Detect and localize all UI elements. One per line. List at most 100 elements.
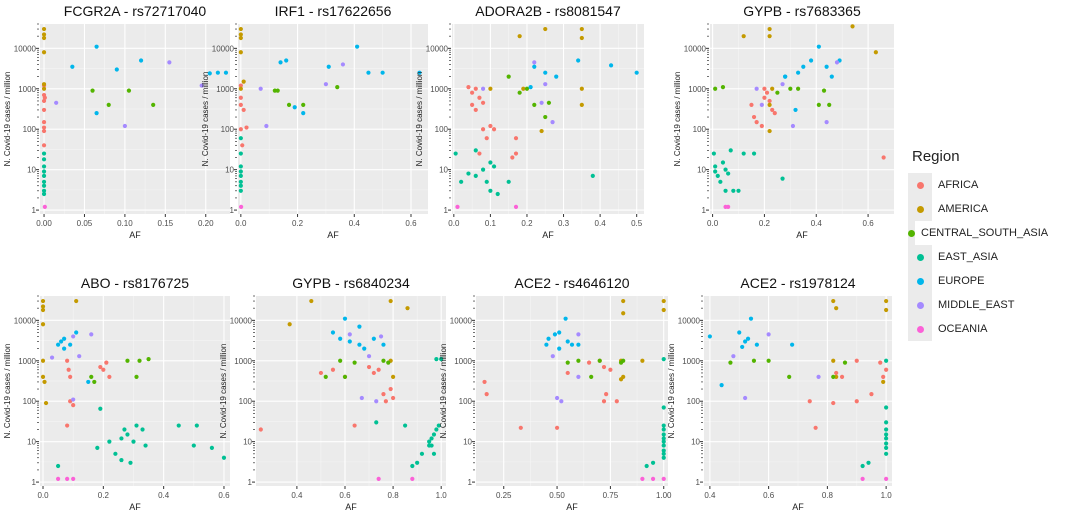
data-point-east-asia <box>374 420 379 425</box>
data-point-central-south-asia <box>524 86 530 91</box>
data-point-africa <box>65 423 70 428</box>
data-point-europe <box>417 70 422 75</box>
data-point-europe <box>114 67 119 72</box>
data-point-central-south-asia <box>323 374 328 379</box>
y-tick-label: 100 <box>687 397 701 406</box>
data-point-europe <box>824 64 829 69</box>
data-point-africa <box>41 119 47 125</box>
data-point-europe <box>790 342 795 347</box>
data-point-east-asia <box>711 151 716 156</box>
data-point-europe <box>546 336 551 341</box>
data-point-europe <box>94 44 99 49</box>
y-axis-label: N. Covid-19 cases / million <box>201 72 210 167</box>
data-point-america <box>834 374 839 379</box>
data-point-africa <box>772 111 777 116</box>
data-point-africa <box>834 370 839 376</box>
data-point-america <box>770 86 775 91</box>
data-point-europe <box>829 74 834 79</box>
data-point-east-asia <box>128 460 133 465</box>
data-point-europe <box>754 342 759 347</box>
data-point-africa <box>762 86 767 91</box>
data-point-middle-east <box>167 60 172 65</box>
data-point-africa <box>470 102 475 107</box>
y-tick-label: 10 <box>225 166 234 175</box>
data-point-europe <box>292 105 297 110</box>
y-tick-label: 10 <box>463 438 472 447</box>
chart-title: ACE2 - rs4646120 <box>514 275 629 291</box>
data-point-east-asia <box>661 448 666 453</box>
data-point-europe <box>284 58 289 63</box>
data-point-europe <box>347 339 352 344</box>
data-point-america <box>539 128 544 134</box>
legend-item: MIDDLE_EAST <box>908 293 1030 317</box>
data-point-oceania <box>640 476 645 481</box>
data-point-africa <box>477 95 482 100</box>
y-tick-label: 100 <box>239 397 253 406</box>
y-tick-label: 1 <box>230 206 235 215</box>
x-tick-label: 0.4 <box>349 219 361 228</box>
x-axis-label: AF <box>542 230 554 240</box>
data-point-east-asia <box>191 443 196 448</box>
x-tick-label: 0.8 <box>388 491 400 500</box>
data-point-east-asia <box>238 183 243 188</box>
data-point-africa <box>484 136 489 141</box>
data-point-central-south-asia <box>543 114 548 120</box>
data-point-east-asia <box>107 439 112 444</box>
data-point-central-south-asia <box>713 86 718 91</box>
data-point-africa <box>604 391 609 397</box>
data-point-middle-east <box>122 123 127 129</box>
legend-item: AMERICA <box>908 197 1030 221</box>
data-point-america <box>42 379 47 385</box>
data-point-east-asia <box>436 423 441 428</box>
legend-label: OCEANIA <box>938 323 988 335</box>
data-point-africa <box>66 367 71 372</box>
data-point-central-south-asia <box>89 374 94 379</box>
legend-key <box>908 173 932 197</box>
data-point-africa <box>488 123 493 129</box>
chart-panel: ABO - rs8176725 1 10 100 1000 10000 0.0 0.2 0.4 0… <box>3 275 230 512</box>
x-tick-label: 0.2 <box>521 219 533 228</box>
x-tick-label: 0.0 <box>448 219 460 228</box>
data-point-central-south-asia <box>597 358 602 363</box>
data-point-east-asia <box>884 427 889 432</box>
data-point-central-south-asia <box>842 360 848 365</box>
data-point-africa <box>749 102 754 107</box>
data-point-america <box>640 358 645 363</box>
data-point-america <box>579 102 584 107</box>
data-point-africa <box>869 391 874 397</box>
data-point-east-asia <box>131 439 136 444</box>
data-point-europe <box>59 339 64 344</box>
data-point-east-asia <box>41 173 47 179</box>
data-point-europe <box>532 64 537 69</box>
data-point-east-asia <box>644 463 649 469</box>
data-point-europe <box>86 379 91 385</box>
data-point-america <box>661 298 666 304</box>
data-point-east-asia <box>884 436 889 441</box>
data-point-africa <box>41 107 47 113</box>
data-point-africa <box>480 127 486 132</box>
y-tick-label: 1000 <box>234 357 252 366</box>
legend-key <box>908 293 932 317</box>
data-point-africa <box>366 364 372 370</box>
chart-panel: ACE2 - rs4646120 1 10 100 1000 10000 0.25 0.50 0… <box>439 275 672 512</box>
data-point-east-asia <box>238 173 243 179</box>
data-point-east-asia <box>751 151 757 156</box>
chart-panel: IRF1 - rs17622656 1 10 100 1000 10000 0.0 0.2 0.… <box>201 3 428 240</box>
data-point-africa <box>238 83 243 88</box>
data-point-africa <box>470 90 475 95</box>
data-point-east-asia <box>884 358 889 363</box>
data-point-middle-east <box>199 83 204 88</box>
legend-item: CENTRAL_SOUTH_ASIA <box>908 221 1048 245</box>
legend-label: EUROPE <box>938 275 985 287</box>
x-tick-label: 0.6 <box>763 491 775 500</box>
data-point-africa <box>352 423 357 428</box>
y-tick-label: 1000 <box>688 85 706 94</box>
data-point-east-asia <box>736 188 741 193</box>
data-point-africa <box>244 125 249 130</box>
y-tick-label: 10000 <box>684 44 707 53</box>
y-tick-label: 100 <box>459 397 473 406</box>
data-point-oceania <box>65 476 70 481</box>
data-point-oceania <box>239 204 244 209</box>
data-point-africa <box>513 151 519 156</box>
data-point-america <box>884 307 889 313</box>
